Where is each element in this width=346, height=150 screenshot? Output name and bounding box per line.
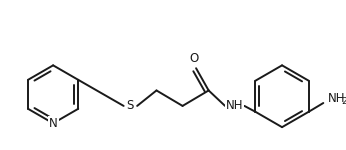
Text: S: S (127, 99, 134, 112)
Text: NH: NH (328, 92, 346, 105)
Text: 2: 2 (342, 97, 346, 106)
Text: N: N (49, 117, 57, 130)
Text: O: O (190, 52, 199, 65)
Text: NH: NH (226, 99, 244, 112)
